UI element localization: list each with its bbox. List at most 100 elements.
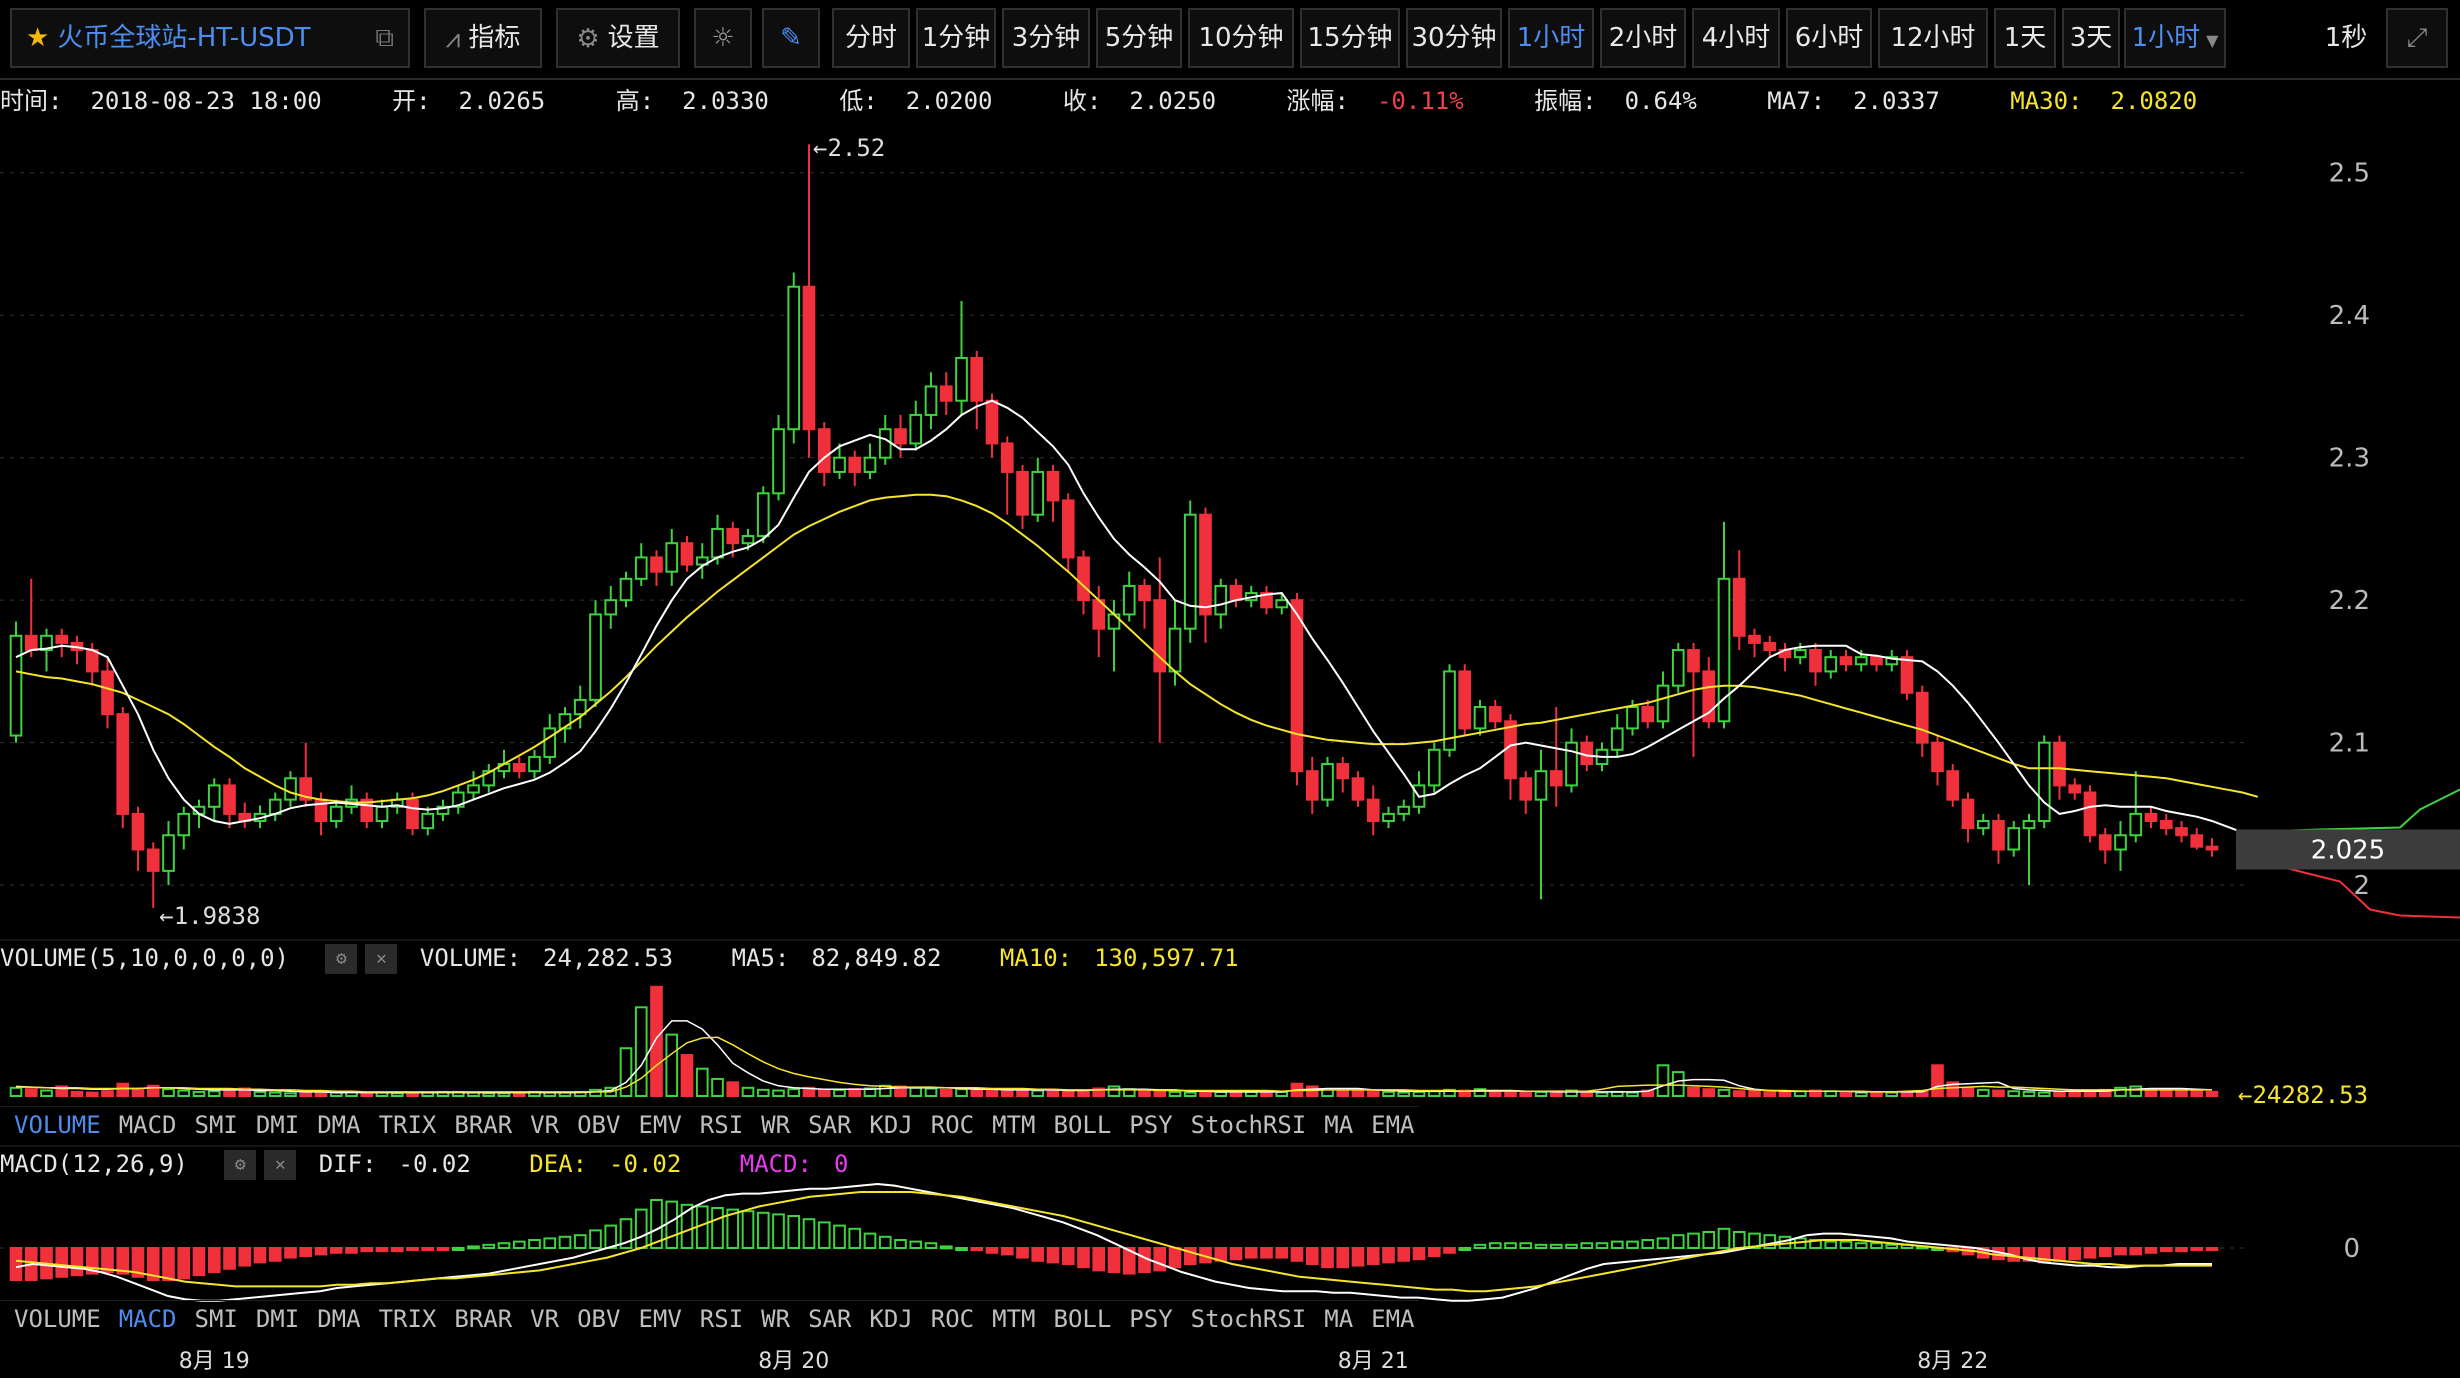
popout-icon[interactable]: ⧉ xyxy=(375,23,394,53)
macd-hist-bar xyxy=(1763,1234,1777,1249)
indicator-tab[interactable]: DMA xyxy=(317,1111,361,1139)
volume-bar xyxy=(1748,1089,1761,1097)
interval-tab[interactable]: 15分钟 xyxy=(1300,8,1400,68)
candle-body xyxy=(2114,834,2127,851)
fullscreen-button[interactable]: ⤢ xyxy=(2386,8,2448,68)
indicator-tab[interactable]: SMI xyxy=(194,1305,238,1333)
market-selector[interactable]: ★ 火币全球站-HT-USDT ⧉ xyxy=(10,8,410,68)
indicator-tab[interactable]: ROC xyxy=(930,1111,975,1139)
indicator-tab[interactable]: BRAR xyxy=(454,1111,513,1139)
interval-tab[interactable]: 2小时 xyxy=(1600,8,1686,68)
indicator-tab[interactable]: EMA xyxy=(1371,1111,1415,1139)
indicator-tab[interactable]: StochRSI xyxy=(1190,1305,1307,1333)
interval-tab[interactable]: 10分钟 xyxy=(1188,8,1294,68)
interval-tab[interactable]: 5分钟 xyxy=(1096,8,1182,68)
interval-tab[interactable]: 1分钟 xyxy=(916,8,996,68)
indicator-tab[interactable]: BOLL xyxy=(1053,1111,1112,1139)
indicator-tab[interactable]: VR xyxy=(530,1111,560,1139)
indicator-tab[interactable]: PSY xyxy=(1129,1305,1173,1333)
indicator-tab[interactable]: EMA xyxy=(1371,1305,1415,1333)
candle-body xyxy=(985,399,999,445)
interval-tab[interactable]: 6小时 xyxy=(1786,8,1872,68)
volume-settings-icon[interactable]: ⚙ xyxy=(325,944,358,974)
indicator-tab[interactable]: KDJ xyxy=(869,1305,913,1333)
interval-tab[interactable]: 4小时 xyxy=(1692,8,1780,68)
volume-bar xyxy=(1382,1090,1395,1098)
low-label: 低: xyxy=(839,87,878,115)
indicator-tab[interactable]: MTM xyxy=(992,1305,1036,1333)
macd-hist-bar xyxy=(1671,1234,1685,1249)
interval-tab[interactable]: 3分钟 xyxy=(1002,8,1090,68)
indicator-tab[interactable]: EMV xyxy=(638,1111,682,1139)
macd-hist-bar xyxy=(1412,1247,1426,1261)
interval-dropdown-value: 1小时 xyxy=(2131,23,2201,53)
indicator-tab[interactable]: DMI xyxy=(255,1111,300,1139)
macd-hist-bar xyxy=(848,1227,862,1250)
interval-tab[interactable]: 12小时 xyxy=(1878,8,1988,68)
macd-hist-bar xyxy=(1748,1232,1761,1249)
macd-hist-bar xyxy=(878,1235,892,1250)
macd-hist-bar xyxy=(2205,1247,2219,1251)
fullscreen-icon: ⤢ xyxy=(2406,23,2428,53)
indicator-tab[interactable]: VOLUME xyxy=(14,1305,101,1333)
indicator-tab[interactable]: DMA xyxy=(317,1305,361,1333)
indicator-tab[interactable]: VR xyxy=(530,1305,560,1333)
volume-bar xyxy=(985,1089,999,1097)
indicator-tab[interactable]: SAR xyxy=(808,1111,852,1139)
indicator-tab[interactable]: RSI xyxy=(699,1305,744,1333)
refresh-rate[interactable]: 1秒 xyxy=(2306,8,2386,68)
volume-bar xyxy=(406,1092,419,1098)
indicator-tab[interactable]: MTM xyxy=(992,1111,1036,1139)
macd-hist-bar xyxy=(1504,1242,1517,1249)
indicator-tab[interactable]: MA xyxy=(1324,1111,1354,1139)
indicator-tab[interactable]: OBV xyxy=(577,1111,621,1139)
macd-hist-bar xyxy=(1260,1247,1273,1259)
indicator-tab[interactable]: VOLUME xyxy=(14,1111,101,1139)
indicator-tab[interactable]: MACD xyxy=(118,1305,177,1333)
vol-ma5-value: 82,849.82 xyxy=(811,944,942,972)
macd-close-icon[interactable]: ✕ xyxy=(264,1150,297,1180)
candle-body xyxy=(1199,513,1212,616)
indicator-tab[interactable]: SAR xyxy=(808,1305,852,1333)
interval-tab[interactable]: 分时 xyxy=(832,8,910,68)
volume-close-icon[interactable]: ✕ xyxy=(365,944,398,974)
interval-tab[interactable]: 30分钟 xyxy=(1406,8,1502,68)
volume-bar xyxy=(1732,1090,1746,1097)
interval-tab[interactable]: 1小时 xyxy=(1508,8,1594,68)
interval-dropdown[interactable]: 1小时 ▼ xyxy=(2124,8,2226,68)
candle-body xyxy=(1534,770,1548,801)
interval-tab[interactable]: 1天 xyxy=(1994,8,2056,68)
star-icon[interactable]: ★ xyxy=(26,23,50,53)
indicator-tab[interactable]: MACD xyxy=(118,1111,177,1139)
indicator-tab[interactable]: MA xyxy=(1324,1305,1354,1333)
indicator-tab[interactable]: TRIX xyxy=(378,1111,437,1139)
interval-tab[interactable]: 3天 xyxy=(2062,8,2120,68)
indicator-tab[interactable]: KDJ xyxy=(869,1111,913,1139)
indicator-tab[interactable]: BRAR xyxy=(454,1305,513,1333)
indicator-tab[interactable]: OBV xyxy=(577,1305,621,1333)
indicator-tab[interactable]: DMI xyxy=(255,1305,300,1333)
macd-hist-bar xyxy=(863,1232,877,1249)
macd-hist-bar xyxy=(207,1247,221,1273)
indicator-tab[interactable]: RSI xyxy=(699,1111,744,1139)
indicator-tab[interactable]: EMV xyxy=(638,1305,682,1333)
candle-body xyxy=(451,791,465,808)
indicator-tab[interactable]: PSY xyxy=(1129,1111,1173,1139)
indicator-tab[interactable]: SMI xyxy=(194,1111,238,1139)
settings-button[interactable]: ⚙ 设置 xyxy=(556,8,680,68)
indicator-tab[interactable]: WR xyxy=(761,1305,791,1333)
indicator-tab[interactable]: BOLL xyxy=(1053,1305,1112,1333)
indicator-tab[interactable]: TRIX xyxy=(378,1305,437,1333)
volume-bar xyxy=(55,1085,69,1097)
draw-tool-button[interactable]: ✎ xyxy=(762,8,820,68)
indicator-tab[interactable]: ROC xyxy=(930,1305,975,1333)
macd-settings-icon[interactable]: ⚙ xyxy=(224,1150,257,1180)
indicator-tab[interactable]: WR xyxy=(761,1111,791,1139)
candle-body xyxy=(726,527,740,545)
theme-toggle-button[interactable]: ☼ xyxy=(694,8,752,68)
candle-body xyxy=(528,755,541,773)
indicator-tab[interactable]: StochRSI xyxy=(1190,1111,1307,1139)
candle-body xyxy=(1580,741,1594,766)
indicator-button[interactable]: ⩘ 指标 xyxy=(424,8,542,68)
